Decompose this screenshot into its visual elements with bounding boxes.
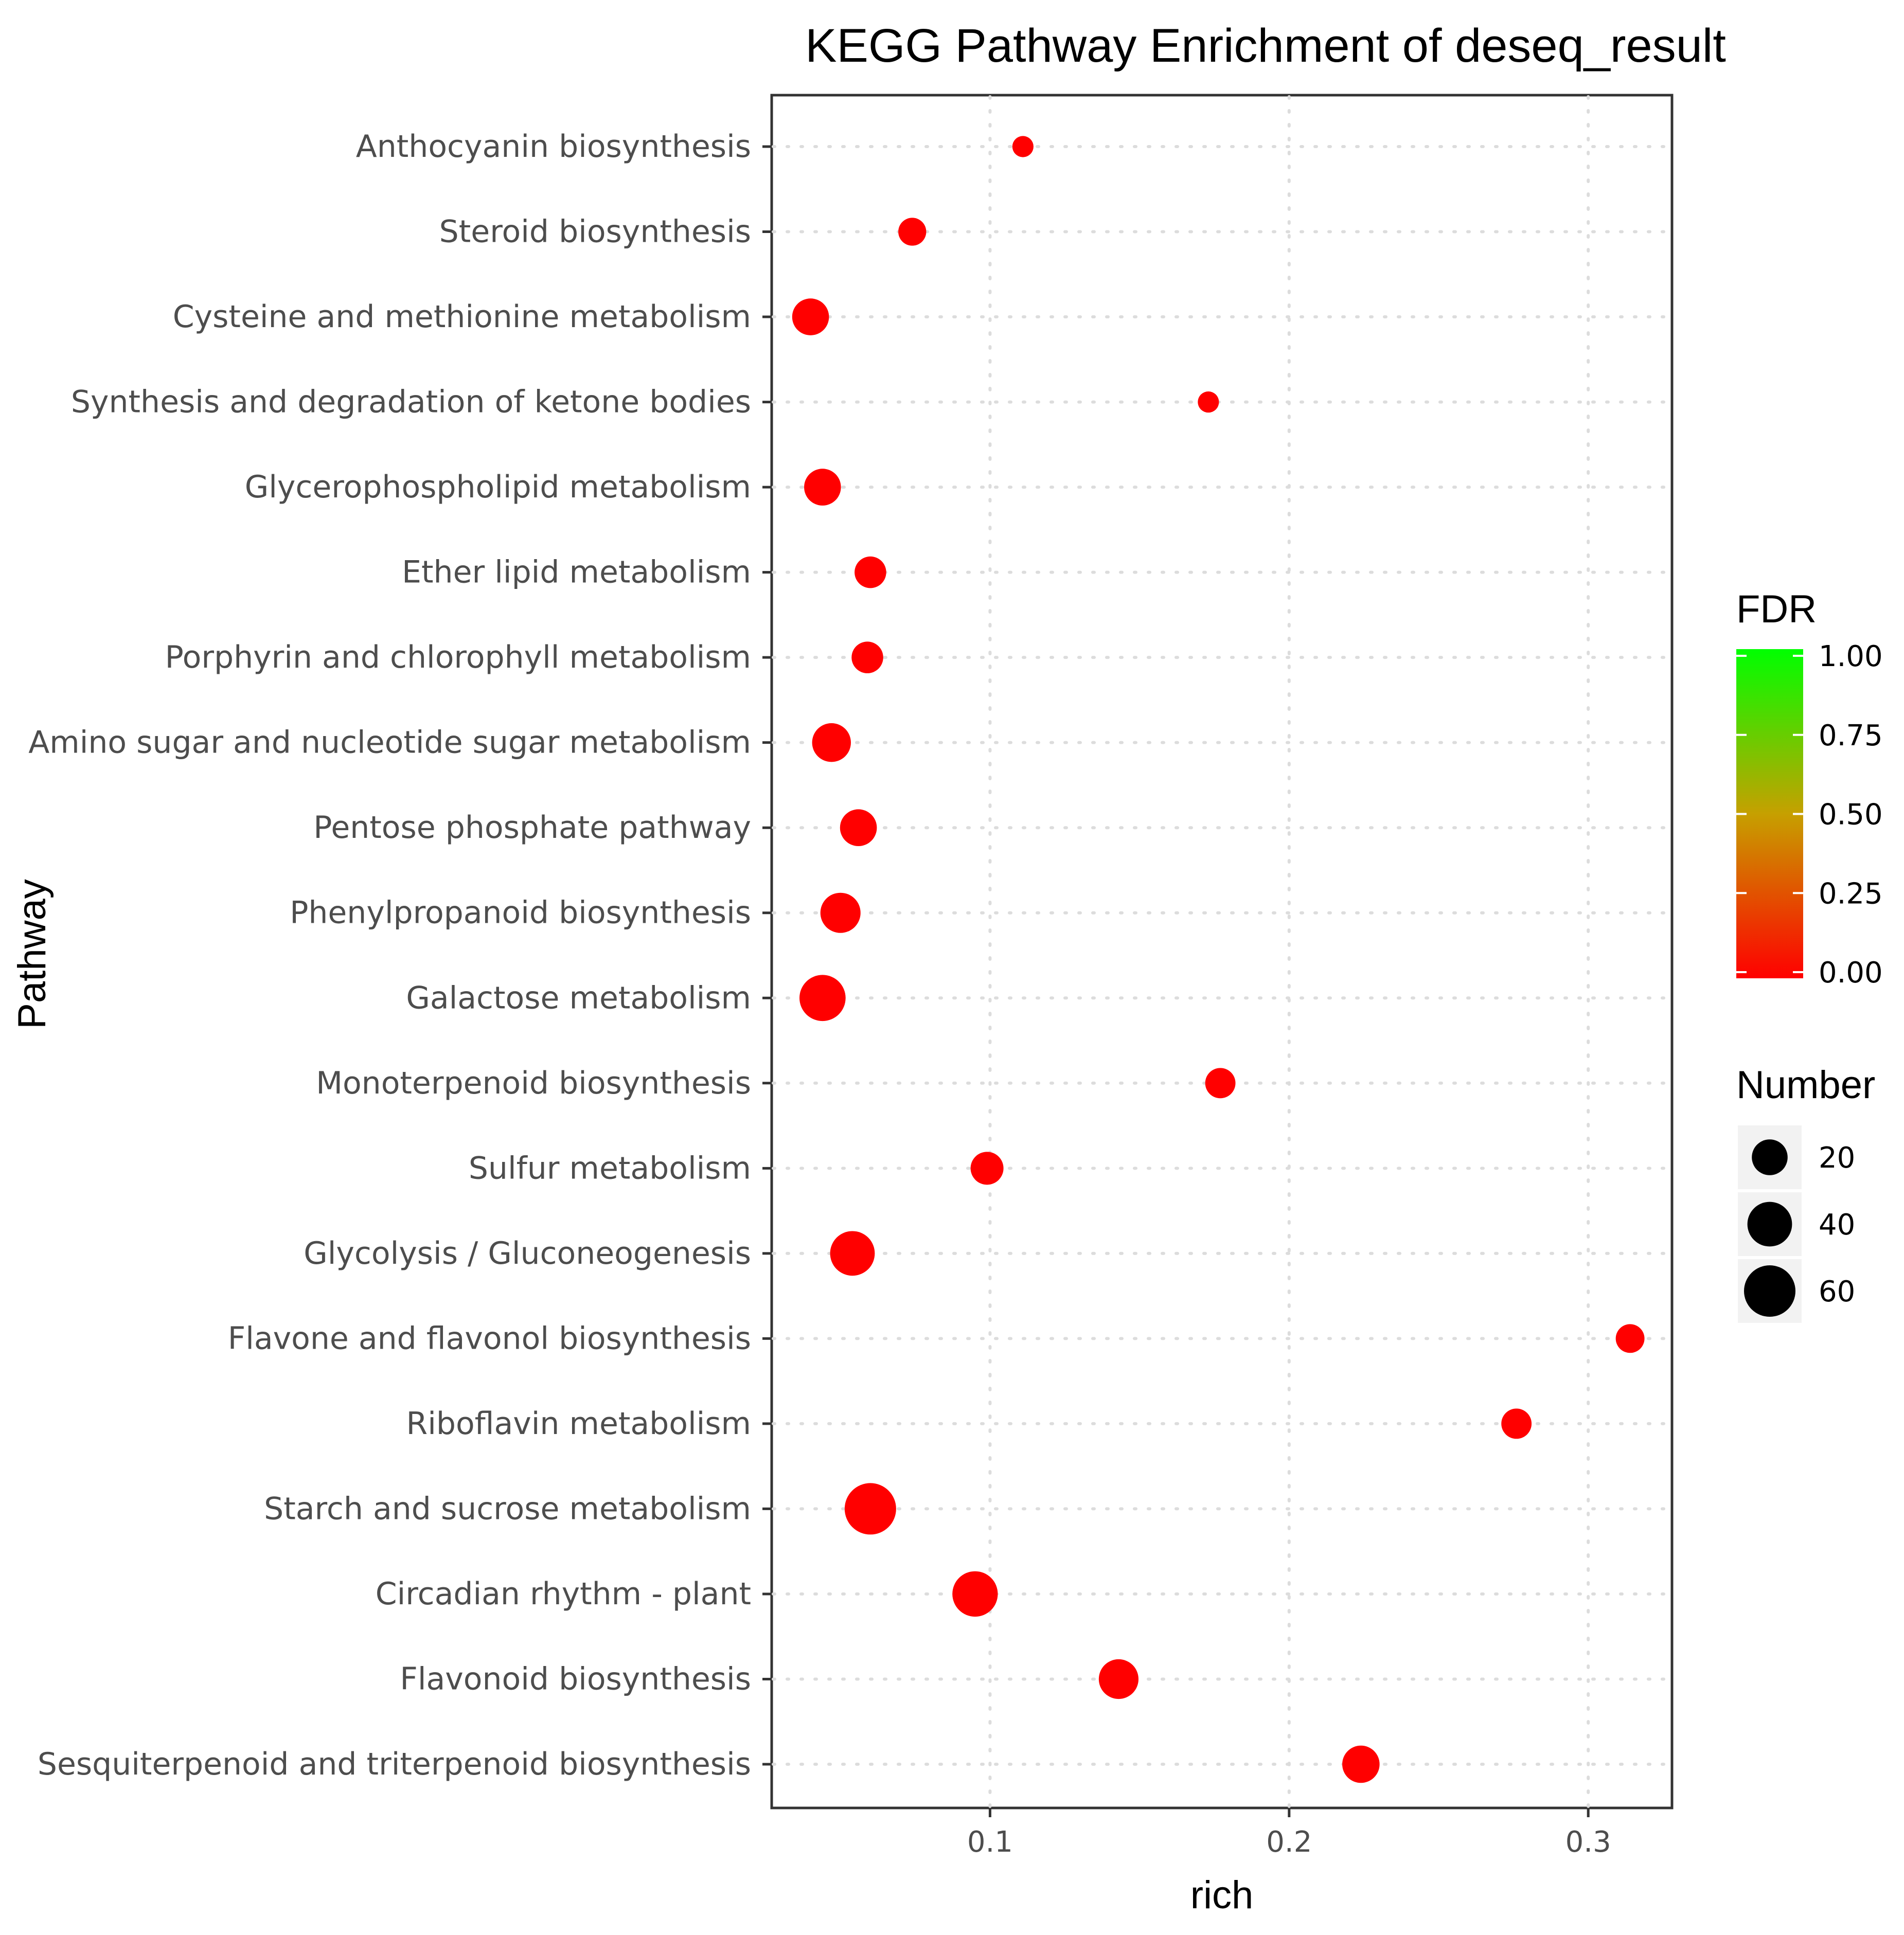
fdr-tick-label: 0.25 [1819, 877, 1883, 910]
data-point [970, 1152, 1004, 1185]
number-legend: 20 40 60 [1738, 1125, 1855, 1323]
y-tick-label: Pentose phosphate pathway [313, 810, 751, 846]
data-point [1198, 391, 1219, 413]
y-tick-label: Porphyrin and chlorophyll metabolism [165, 639, 751, 675]
chart-title: KEGG Pathway Enrichment of deseq_result [805, 20, 1726, 72]
x-tick-label: 0.2 [1266, 1825, 1312, 1859]
x-axis: 0.1 0.2 0.3 [967, 1808, 1611, 1859]
data-point [1098, 1659, 1139, 1699]
data-point [830, 1231, 875, 1276]
y-tick-label: Sesquiterpenoid and triterpenoid biosynt… [38, 1746, 751, 1782]
data-point [820, 892, 861, 933]
data-points [792, 136, 1645, 1783]
fdr-tick-label: 0.50 [1819, 798, 1883, 832]
y-tick-label: Cysteine and methionine metabolism [173, 299, 751, 335]
y-tick-label: Steroid biosynthesis [439, 214, 751, 250]
y-tick-label: Flavone and flavonol biosynthesis [228, 1320, 751, 1356]
y-tick-label: Galactose metabolism [406, 980, 751, 1016]
fdr-colorbar [1736, 649, 1803, 978]
x-axis-title: rich [1190, 1873, 1253, 1917]
data-point [898, 218, 927, 246]
y-tick-label: Ether lipid metabolism [402, 554, 751, 590]
y-tick-label: Phenylpropanoid biosynthesis [290, 895, 751, 931]
y-tick-label: Synthesis and degradation of ketone bodi… [71, 384, 751, 420]
y-tick-label: Glycerophospholipid metabolism [245, 469, 751, 505]
data-point [799, 975, 846, 1022]
data-point [855, 556, 886, 588]
y-axis: Anthocyanin biosynthesis Steroid biosynth… [28, 129, 772, 1782]
data-point [844, 1483, 896, 1535]
y-tick-label: Anthocyanin biosynthesis [356, 129, 751, 165]
data-point [952, 1571, 998, 1617]
y-tick-label: Circadian rhythm - plant [376, 1576, 751, 1612]
data-point [1342, 1745, 1380, 1783]
data-point [1012, 136, 1034, 157]
y-tick-label: Flavonoid biosynthesis [400, 1661, 751, 1697]
x-tick-label: 0.1 [967, 1825, 1013, 1859]
legend-key-dot [1744, 1265, 1795, 1317]
fdr-tick-label: 1.00 [1819, 640, 1883, 673]
data-point [1615, 1324, 1645, 1353]
number-legend-title: Number [1736, 1063, 1875, 1107]
data-point [804, 469, 841, 506]
fdr-tick-label: 0.75 [1819, 719, 1883, 752]
y-tick-label: Glycolysis / Gluconeogenesis [304, 1235, 751, 1271]
legend-key-dot [1747, 1202, 1792, 1247]
fdr-legend-title: FDR [1736, 587, 1817, 631]
fdr-legend-ticks: 1.00 0.75 0.50 0.25 0.00 [1736, 640, 1883, 990]
y-axis-title: Pathway [10, 879, 54, 1029]
number-legend-label: 40 [1819, 1208, 1855, 1242]
number-legend-label: 60 [1819, 1275, 1855, 1309]
x-tick-label: 0.3 [1565, 1825, 1611, 1859]
y-tick-label: Amino sugar and nucleotide sugar metabol… [28, 725, 751, 761]
y-tick-label: Sulfur metabolism [469, 1150, 751, 1186]
y-tick-label: Monoterpenoid biosynthesis [316, 1065, 751, 1101]
legend-key-dot [1752, 1139, 1788, 1175]
data-point [812, 723, 851, 762]
data-point [792, 298, 829, 335]
data-point [840, 809, 877, 847]
y-tick-label: Starch and sucrose metabolism [264, 1491, 751, 1527]
data-point [851, 641, 883, 673]
data-point [1501, 1408, 1532, 1439]
data-point [1205, 1068, 1236, 1099]
number-legend-label: 20 [1819, 1141, 1855, 1175]
plot-panel [770, 94, 1674, 1809]
y-tick-label: Riboflavin metabolism [406, 1406, 752, 1442]
fdr-tick-label: 0.00 [1819, 956, 1883, 990]
